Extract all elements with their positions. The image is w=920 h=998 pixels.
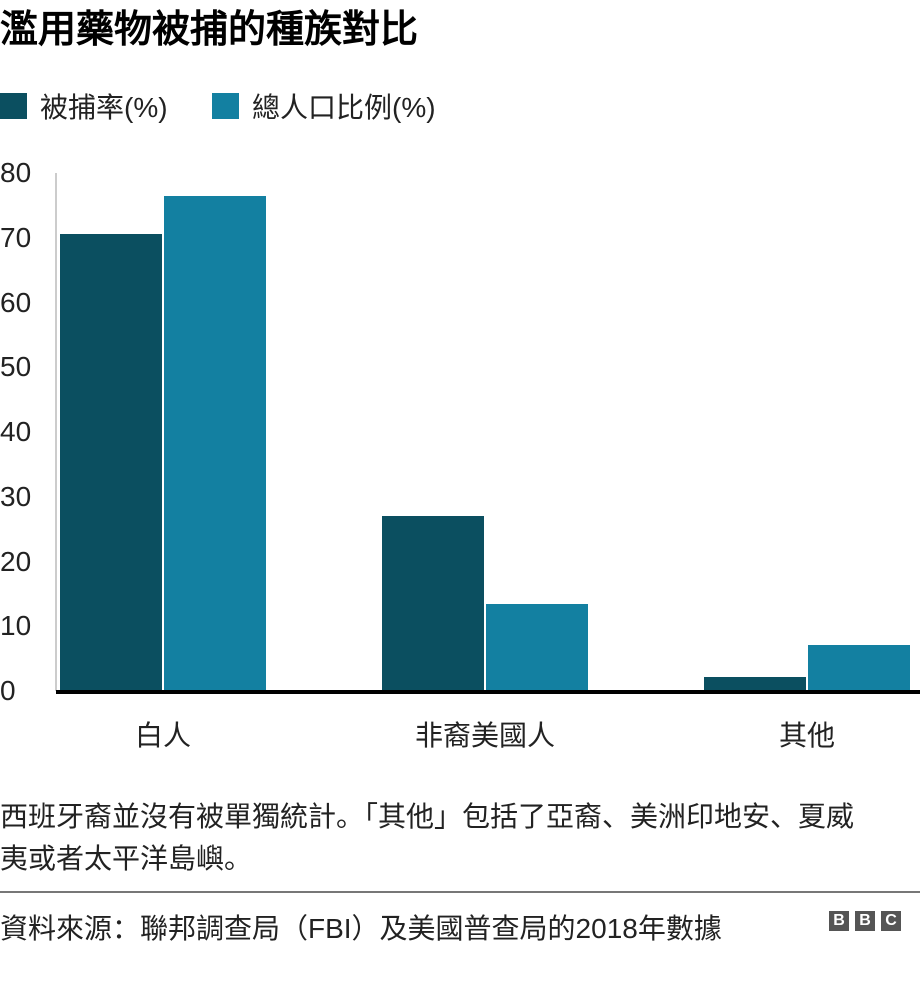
legend-label: 被捕率(%) [40, 92, 168, 123]
bar-chart: 0 10 20 30 40 50 60 70 80 白人 非裔美國人 其他 [0, 157, 920, 751]
bar-population-share [486, 604, 588, 691]
y-axis-line [55, 173, 57, 691]
bbc-logo-letter: C [881, 911, 901, 931]
x-category-label: 非裔美國人 [414, 720, 555, 751]
y-tick-label: 30 [0, 480, 32, 512]
bar-population-share [808, 645, 910, 691]
y-tick-label: 0 [0, 675, 16, 706]
legend-swatch-population-share [212, 93, 239, 119]
bar-arrest-rate [60, 233, 162, 691]
y-tick-label: 80 [0, 157, 32, 188]
legend-swatch-arrest-rate [0, 93, 27, 119]
y-tick-label: 20 [0, 545, 32, 577]
legend-item-arrest-rate: 被捕率(%) [0, 86, 168, 126]
legend: 被捕率(%) 總人口比例(%) [0, 86, 920, 126]
y-tick-label: 70 [0, 221, 32, 253]
x-category-label: 白人 [134, 720, 191, 751]
x-category-label: 其他 [778, 720, 835, 751]
footer-divider [0, 891, 920, 893]
y-tick-label: 40 [0, 416, 32, 447]
bbc-logo-letter: B [855, 911, 875, 931]
y-tick-label: 60 [0, 286, 32, 318]
bar-arrest-rate [382, 516, 484, 691]
bbc-logo-letter: B [829, 911, 849, 931]
chart-title: 濫用藥物被捕的種族對比 [0, 9, 419, 51]
y-tick-label: 10 [0, 610, 32, 642]
bbc-logo: B B C [829, 911, 901, 931]
chart-note: 西班牙裔並沒有被單獨統計。「其他」包括了亞裔、美洲印地安、夏威夷或者太平洋島嶼。 [0, 801, 855, 874]
y-tick-label: 50 [0, 351, 32, 383]
bar-arrest-rate [704, 676, 806, 691]
bar-population-share [164, 196, 266, 691]
legend-item-population-share: 總人口比例(%) [212, 86, 436, 126]
legend-label: 總人口比例(%) [252, 92, 436, 123]
x-axis-baseline [56, 690, 920, 694]
source-text: 資料來源：聯邦調查局（FBI）及美國普查局的2018年數據 [0, 913, 722, 944]
